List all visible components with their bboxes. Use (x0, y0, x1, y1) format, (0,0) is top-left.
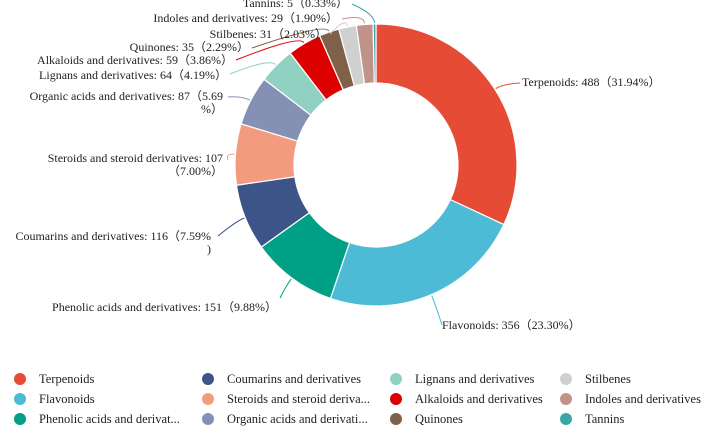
legend-label-phenolic-acids-and-derivatives: Phenolic acids and derivat... (39, 412, 180, 426)
legend-label-lignans-and-derivatives: Lignans and derivatives (415, 372, 535, 386)
legend-marker-stilbenes (560, 373, 572, 385)
legend-marker-coumarins-and-derivatives (202, 373, 214, 385)
legend-label-coumarins-and-derivatives: Coumarins and derivatives (227, 372, 361, 386)
legend-label-stilbenes: Stilbenes (585, 372, 631, 386)
data-label-organic-acids-and-derivatives: Organic acids and derivatives: 87（5.69 (30, 89, 223, 103)
legend-label-organic-acids-and-derivatives: Organic acids and derivati... (227, 412, 368, 426)
data-label-indoles-and-derivatives: Indoles and derivatives: 29（1.90%） (153, 11, 338, 25)
data-label-quinones: Quinones: 35（2.29%） (130, 40, 249, 54)
slices-group (234, 23, 518, 307)
legend-label-tannins: Tannins (585, 412, 625, 426)
legend-marker-flavonoids (14, 393, 26, 405)
data-label-lignans-and-derivatives: Lignans and derivatives: 64（4.19%） (39, 68, 227, 82)
legend-label-steroids-and-steroid-derivatives: Steroids and steroid deriva... (227, 392, 370, 406)
legend-marker-indoles-and-derivatives (560, 393, 572, 405)
leader-line-indoles-and-derivatives (341, 17, 366, 24)
data-label-flavonoids: Flavonoids: 356（23.30%） (442, 318, 581, 332)
data-label-terpenoids: Terpenoids: 488（31.94%） (522, 75, 660, 89)
legend-marker-phenolic-acids-and-derivatives (14, 413, 26, 425)
leader-line-tannins (351, 3, 376, 24)
data-label-tannins: Tannins: 5（0.33%） (243, 0, 348, 10)
leader-line-lignans-and-derivatives (229, 62, 276, 75)
leader-line-coumarins-and-derivatives (217, 217, 245, 237)
legend-label-flavonoids: Flavonoids (39, 392, 95, 406)
legend-label-quinones: Quinones (415, 412, 463, 426)
leader-line-terpenoids (495, 82, 521, 90)
leader-line-alkaloids-and-derivatives (235, 40, 305, 61)
legend-marker-terpenoids (14, 373, 26, 385)
legend-label-terpenoids: Terpenoids (39, 372, 94, 386)
legend-marker-tannins (560, 413, 572, 425)
data-label-phenolic-acids-and-derivatives: Phenolic acids and derivatives: 151（9.88… (52, 300, 277, 314)
data-labels-group: Terpenoids: 488（31.94%） Flavonoids: 356（2… (15, 0, 660, 332)
legend-marker-organic-acids-and-derivatives (202, 413, 214, 425)
leader-line-quinones (251, 28, 330, 49)
leader-line-flavonoids (431, 295, 443, 326)
data-label-stilbenes: Stilbenes: 31（2.03%） (210, 27, 327, 41)
leader-line-phenolic-acids-and-derivatives (279, 278, 292, 299)
legend: Terpenoids Flavonoids Phenolic acids and d… (14, 372, 701, 426)
leader-lines-group (217, 3, 521, 326)
slice-terpenoids (375, 23, 518, 226)
leader-line-steroids-and-steroid-derivatives (226, 153, 235, 161)
data-label-coumarins-and-derivatives: Coumarins and derivatives: 116（7.59% (15, 229, 211, 243)
legend-marker-quinones (390, 413, 402, 425)
legend-label-indoles-and-derivatives: Indoles and derivatives (585, 392, 701, 406)
leader-line-organic-acids-and-derivatives (227, 96, 250, 101)
data-label-steroids-and-steroid-derivatives: Steroids and steroid derivatives: 107 (48, 151, 223, 165)
slice-flavonoids (329, 198, 505, 307)
legend-marker-alkaloids-and-derivatives (390, 393, 402, 405)
legend-label-alkaloids-and-derivatives: Alkaloids and derivatives (415, 392, 543, 406)
data-label-steroids-and-steroid-derivatives-line2: （7.00%） (168, 164, 223, 178)
data-label-alkaloids-and-derivatives: Alkaloids and derivatives: 59（3.86%） (37, 53, 233, 67)
data-label-coumarins-and-derivatives-line2: ) (207, 242, 211, 256)
leader-line-stilbenes (329, 22, 348, 35)
slice-tannins (372, 23, 377, 84)
data-label-organic-acids-and-derivatives-line2: %） (201, 102, 223, 116)
legend-marker-lignans-and-derivatives (390, 373, 402, 385)
legend-marker-steroids-and-steroid-derivatives (202, 393, 214, 405)
